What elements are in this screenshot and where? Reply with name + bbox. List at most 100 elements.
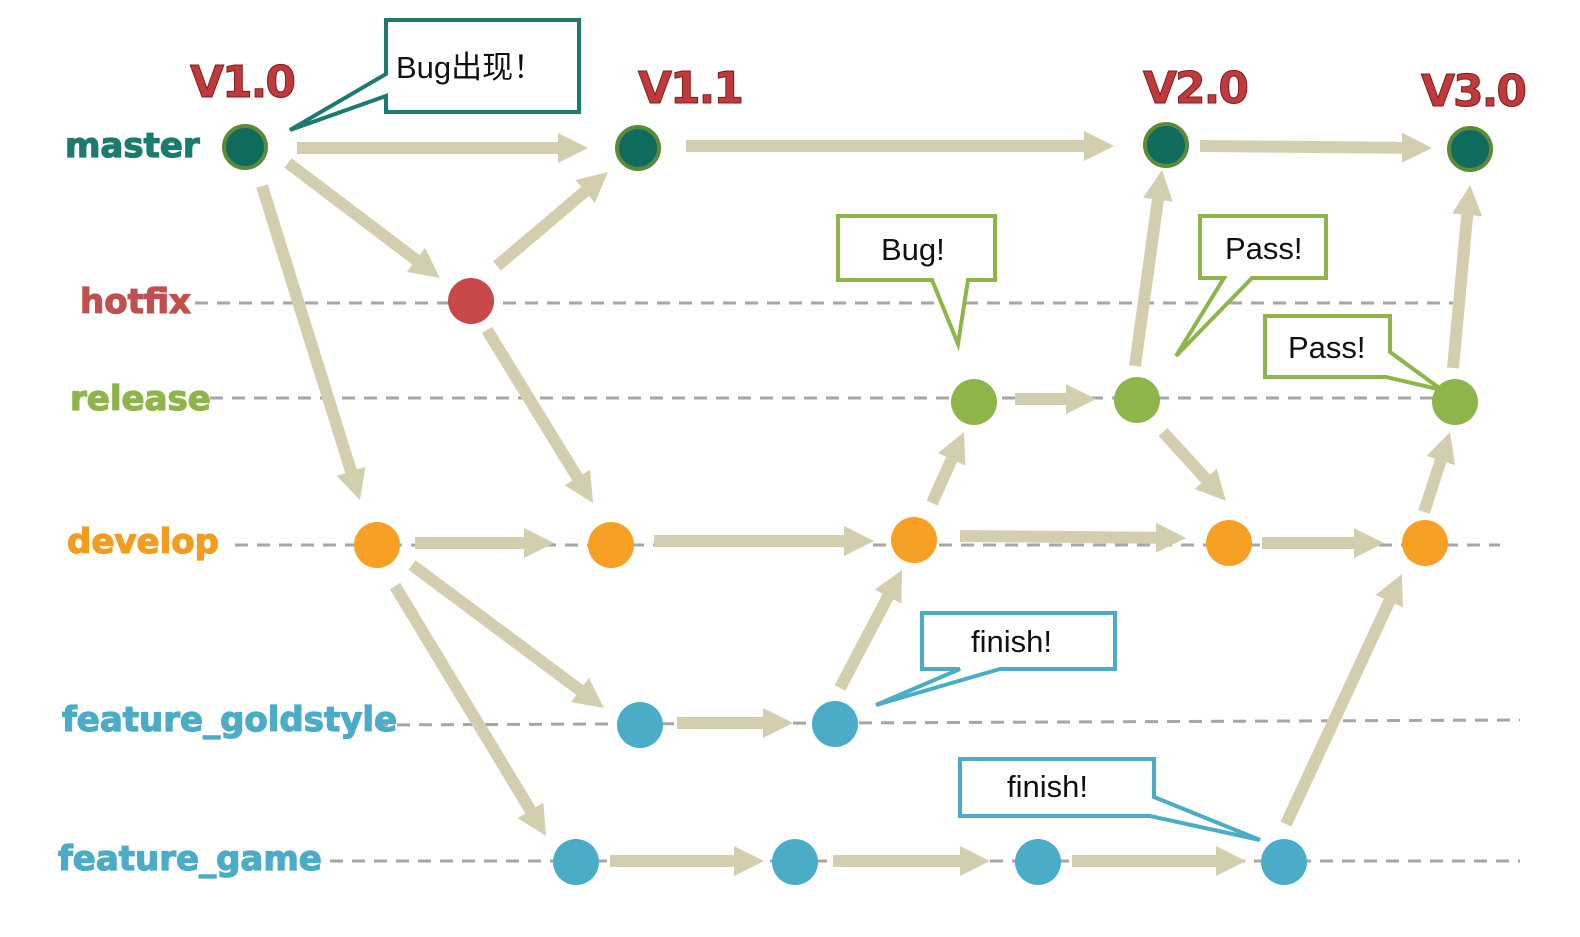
arrow-head	[524, 528, 554, 558]
arrow-develop-to-release	[926, 432, 966, 506]
feature-game-commit-2	[772, 839, 818, 885]
release-commit-1	[951, 379, 997, 425]
arrow-shaft	[834, 591, 895, 691]
arrow-head	[734, 846, 764, 876]
arrow-shaft	[1158, 427, 1212, 485]
arrow-shaft	[1280, 596, 1396, 827]
arrow-shaft	[926, 455, 958, 506]
arrow-head	[874, 570, 902, 604]
arrow-release-to-master-v2-0	[1129, 170, 1173, 367]
arrow-feature-game-to-develop	[1280, 574, 1403, 827]
develop-commit-2	[588, 522, 634, 568]
feature-game-commit-1	[553, 839, 599, 885]
arrow-develop-to-feature-goldstyle	[408, 560, 604, 708]
callout-pass-2: Pass!	[1263, 314, 1444, 392]
branch-label-master: master	[65, 126, 200, 166]
callout-pass-2-text: Pass!	[1288, 330, 1366, 365]
arrow-head	[1452, 185, 1483, 217]
commit-arrows	[256, 131, 1483, 876]
arrow-feature-game-2-to-3	[833, 846, 990, 876]
version-tag-v2-0: V2.0	[1143, 63, 1247, 114]
arrow-head	[1066, 384, 1096, 414]
feature-goldstyle-commit-1	[617, 702, 663, 748]
arrow-head	[1084, 131, 1114, 161]
callout-bug-appears-text: Bug出现！	[396, 50, 544, 85]
arrow-release-to-master-v3-0	[1447, 185, 1483, 369]
commits	[222, 122, 1493, 885]
arrow-develop-to-feature-game	[389, 582, 546, 836]
arrow-develop-to-release-3	[1418, 432, 1455, 514]
arrow-head	[1375, 574, 1403, 608]
arrow-head	[844, 526, 874, 556]
branch-label-develop: develop	[67, 522, 219, 562]
branch-label-release: release	[70, 379, 211, 419]
arrow-shaft	[389, 582, 537, 816]
callout-finish-goldstyle: finish!	[875, 611, 1117, 707]
feature-goldstyle-track	[374, 718, 1521, 727]
branch-labels: master hotfix release develop feature_go…	[57, 125, 397, 879]
arrow-head	[336, 466, 366, 500]
arrow-head	[763, 708, 793, 738]
arrow-shaft	[408, 560, 586, 697]
develop-commit-3	[891, 517, 937, 563]
feature-game-commit-4	[1261, 839, 1307, 885]
arrow-hotfix-to-master	[493, 172, 608, 271]
callout-bug-appears: Bug出现！	[288, 18, 581, 132]
arrow-shaft	[284, 158, 422, 266]
arrow-shaft	[1447, 212, 1474, 369]
arrow-head	[1216, 846, 1246, 876]
master-commit-v1-1	[615, 125, 661, 171]
arrow-head	[1354, 528, 1384, 558]
arrow-shaft	[1418, 456, 1448, 514]
arrow-feature-game-1-to-2	[610, 846, 764, 876]
arrow-shaft	[493, 185, 591, 271]
arrow-develop-3-to-develop-4	[959, 522, 1186, 553]
arrow-master-v1-0-to-v1-1	[297, 133, 588, 163]
master-commit-v3-0	[1447, 126, 1493, 172]
arrow-head	[517, 802, 546, 836]
arrow-feature-game-3-to-4	[1072, 846, 1246, 876]
arrow-head	[407, 247, 440, 278]
branch-label-feature-goldstyle: feature_goldstyle	[62, 700, 397, 740]
develop-commit-5	[1402, 520, 1448, 566]
arrow-release-to-develop	[1158, 427, 1226, 501]
arrow-head	[1155, 522, 1186, 553]
release-commit-3	[1432, 379, 1478, 425]
branch-label-hotfix: hotfix	[80, 282, 191, 322]
feature-goldstyle-commit-2	[812, 701, 858, 747]
version-tag-v1-0: V1.0	[190, 57, 294, 108]
arrow-master-v2-0-to-v3-0	[1199, 132, 1432, 163]
arrow-head	[1143, 170, 1173, 202]
arrow-head	[1426, 432, 1455, 466]
arrow-head	[1194, 468, 1226, 501]
arrow-develop-2-to-develop-3	[654, 526, 874, 556]
callout-finish-game: finish!	[958, 757, 1261, 842]
branch-label-feature-game: feature_game	[58, 839, 322, 879]
master-commit-v1-0	[222, 124, 268, 170]
hotfix-commit	[448, 278, 494, 324]
callout-release-bug-text: Bug!	[881, 232, 945, 267]
arrow-shaft	[1199, 140, 1405, 154]
develop-commit-1	[354, 522, 400, 568]
arrow-feature-goldstyle-1-to-2	[677, 708, 793, 738]
master-commit-v2-0	[1143, 122, 1189, 168]
callout-pass-1-text: Pass!	[1225, 231, 1303, 266]
arrow-master-v1-1-to-v2-0	[686, 131, 1114, 161]
arrow-shaft	[481, 326, 584, 483]
arrow-shaft	[1129, 196, 1165, 367]
arrow-shaft	[256, 184, 358, 476]
version-tag-v3-0: V3.0	[1421, 66, 1525, 117]
arrow-head	[960, 846, 990, 876]
arrow-master-to-hotfix	[284, 158, 440, 278]
callout-finish-game-text: finish!	[1007, 769, 1088, 804]
arrow-master-to-develop	[256, 184, 366, 500]
version-tags: V1.0 V1.1 V2.0 V3.0	[190, 57, 1528, 118]
arrow-develop-4-to-develop-5	[1262, 528, 1384, 558]
arrow-head	[564, 469, 593, 503]
version-tag-v1-1: V1.1	[638, 63, 742, 114]
arrow-head	[558, 133, 588, 163]
feature-game-commit-3	[1015, 839, 1061, 885]
arrow-feature-goldstyle-to-develop	[834, 570, 902, 691]
